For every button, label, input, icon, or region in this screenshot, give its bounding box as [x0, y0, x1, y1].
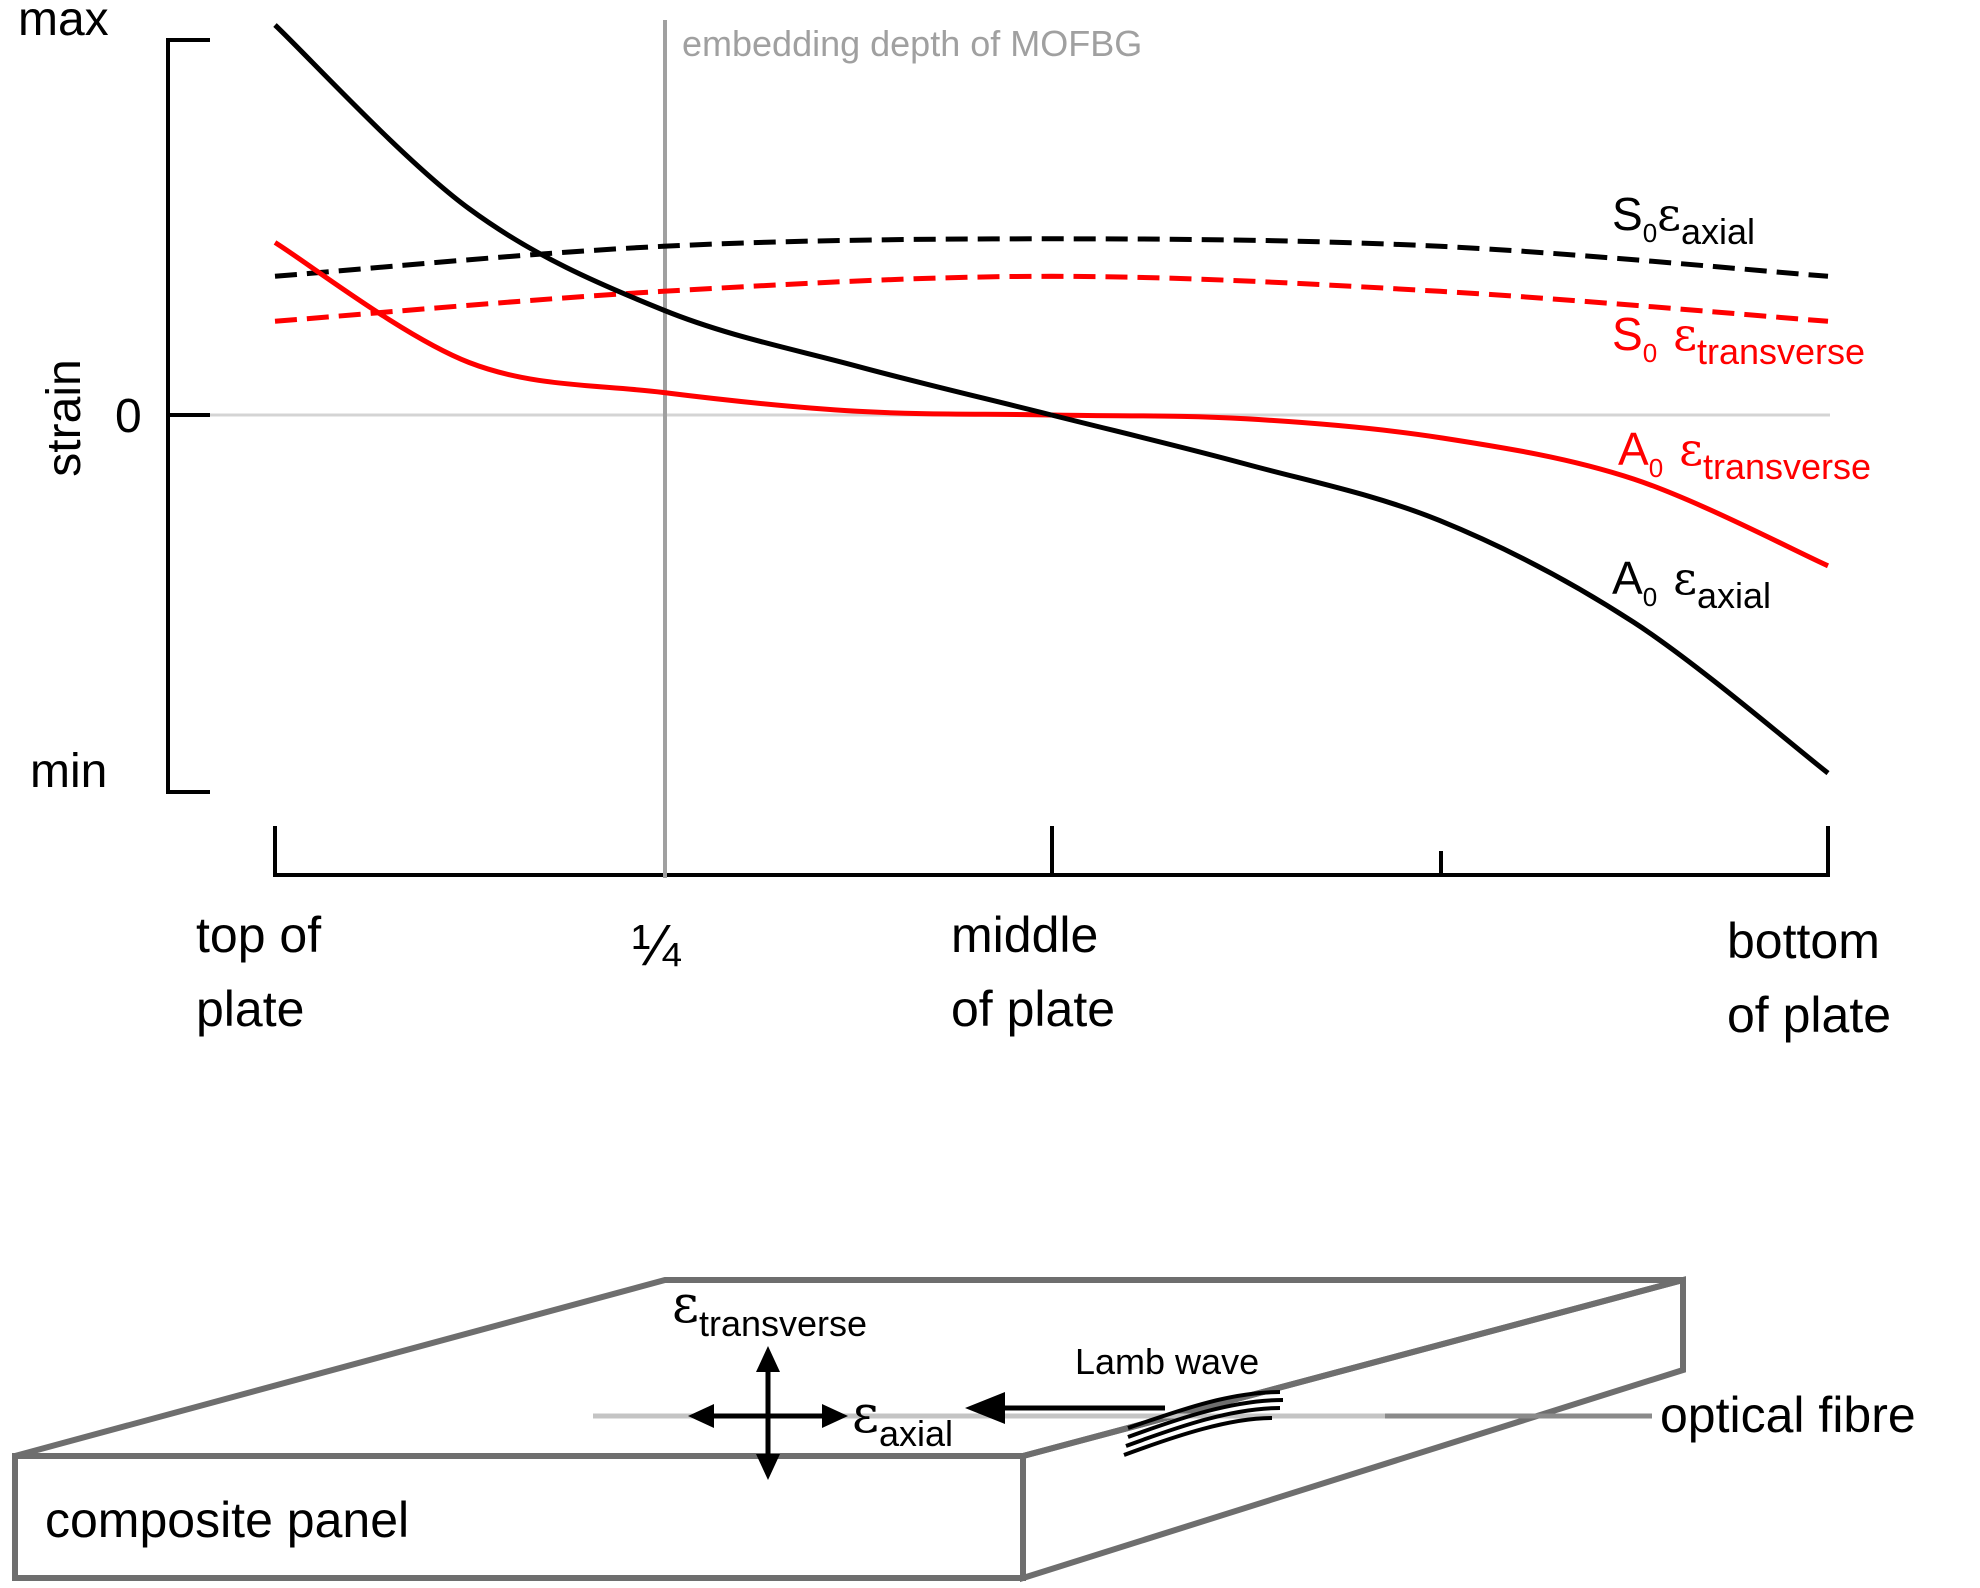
- label-s0-axial: S0εaxial: [1612, 187, 1755, 252]
- x-label-bottom-line1: bottom: [1727, 913, 1880, 969]
- transverse-strain-label: εtransverse: [672, 1275, 867, 1344]
- strain-chart: max 0 min strain top of plate ¼ middle o…: [18, 0, 1891, 1043]
- axial-arrowhead-right: [822, 1404, 848, 1428]
- curve-a0-transverse: [273, 240, 1830, 569]
- axial-strain-label: εaxial: [852, 1385, 953, 1454]
- x-label-middle-line2: of plate: [951, 981, 1115, 1037]
- y-tick-zero: 0: [115, 390, 142, 443]
- lamb-wave-arrowhead: [965, 1392, 1005, 1424]
- x-label-top-line2: plate: [196, 981, 304, 1037]
- composite-panel-label: composite panel: [45, 1492, 409, 1548]
- panel-side-face: [1020, 1276, 1686, 1583]
- x-label-top-line1: top of: [196, 907, 321, 963]
- lamb-wave-arcs: [1123, 1390, 1284, 1457]
- transverse-arrowhead-down: [756, 1454, 780, 1480]
- x-label-bottom-line2: of plate: [1727, 987, 1891, 1043]
- embedding-depth-label: embedding depth of MOFBG: [682, 23, 1142, 64]
- curve-s0-transverse: [274, 273, 1829, 324]
- lamb-wave-label: Lamb wave: [1075, 1341, 1259, 1382]
- x-label-middle-line1: middle: [951, 907, 1098, 963]
- curve-a0-axial: [273, 23, 1830, 776]
- y-tick-max: max: [18, 0, 109, 46]
- curve-s0-axial: [274, 236, 1829, 279]
- x-label-quarter: ¼: [632, 913, 681, 978]
- y-tick-min: min: [30, 745, 107, 798]
- composite-panel-diagram: composite panel optical fibre Lamb wave …: [12, 1275, 1916, 1583]
- label-s0-transverse: S0 εtransverse: [1612, 307, 1865, 372]
- label-a0-axial: A0 εaxial: [1612, 551, 1771, 616]
- transverse-arrowhead-up: [756, 1346, 780, 1372]
- y-axis-label: strain: [38, 359, 91, 476]
- optical-fibre-label: optical fibre: [1660, 1387, 1916, 1443]
- axial-arrowhead-left: [688, 1404, 714, 1428]
- label-a0-transverse: A0 εtransverse: [1618, 422, 1871, 487]
- chart-curves: [273, 23, 1830, 776]
